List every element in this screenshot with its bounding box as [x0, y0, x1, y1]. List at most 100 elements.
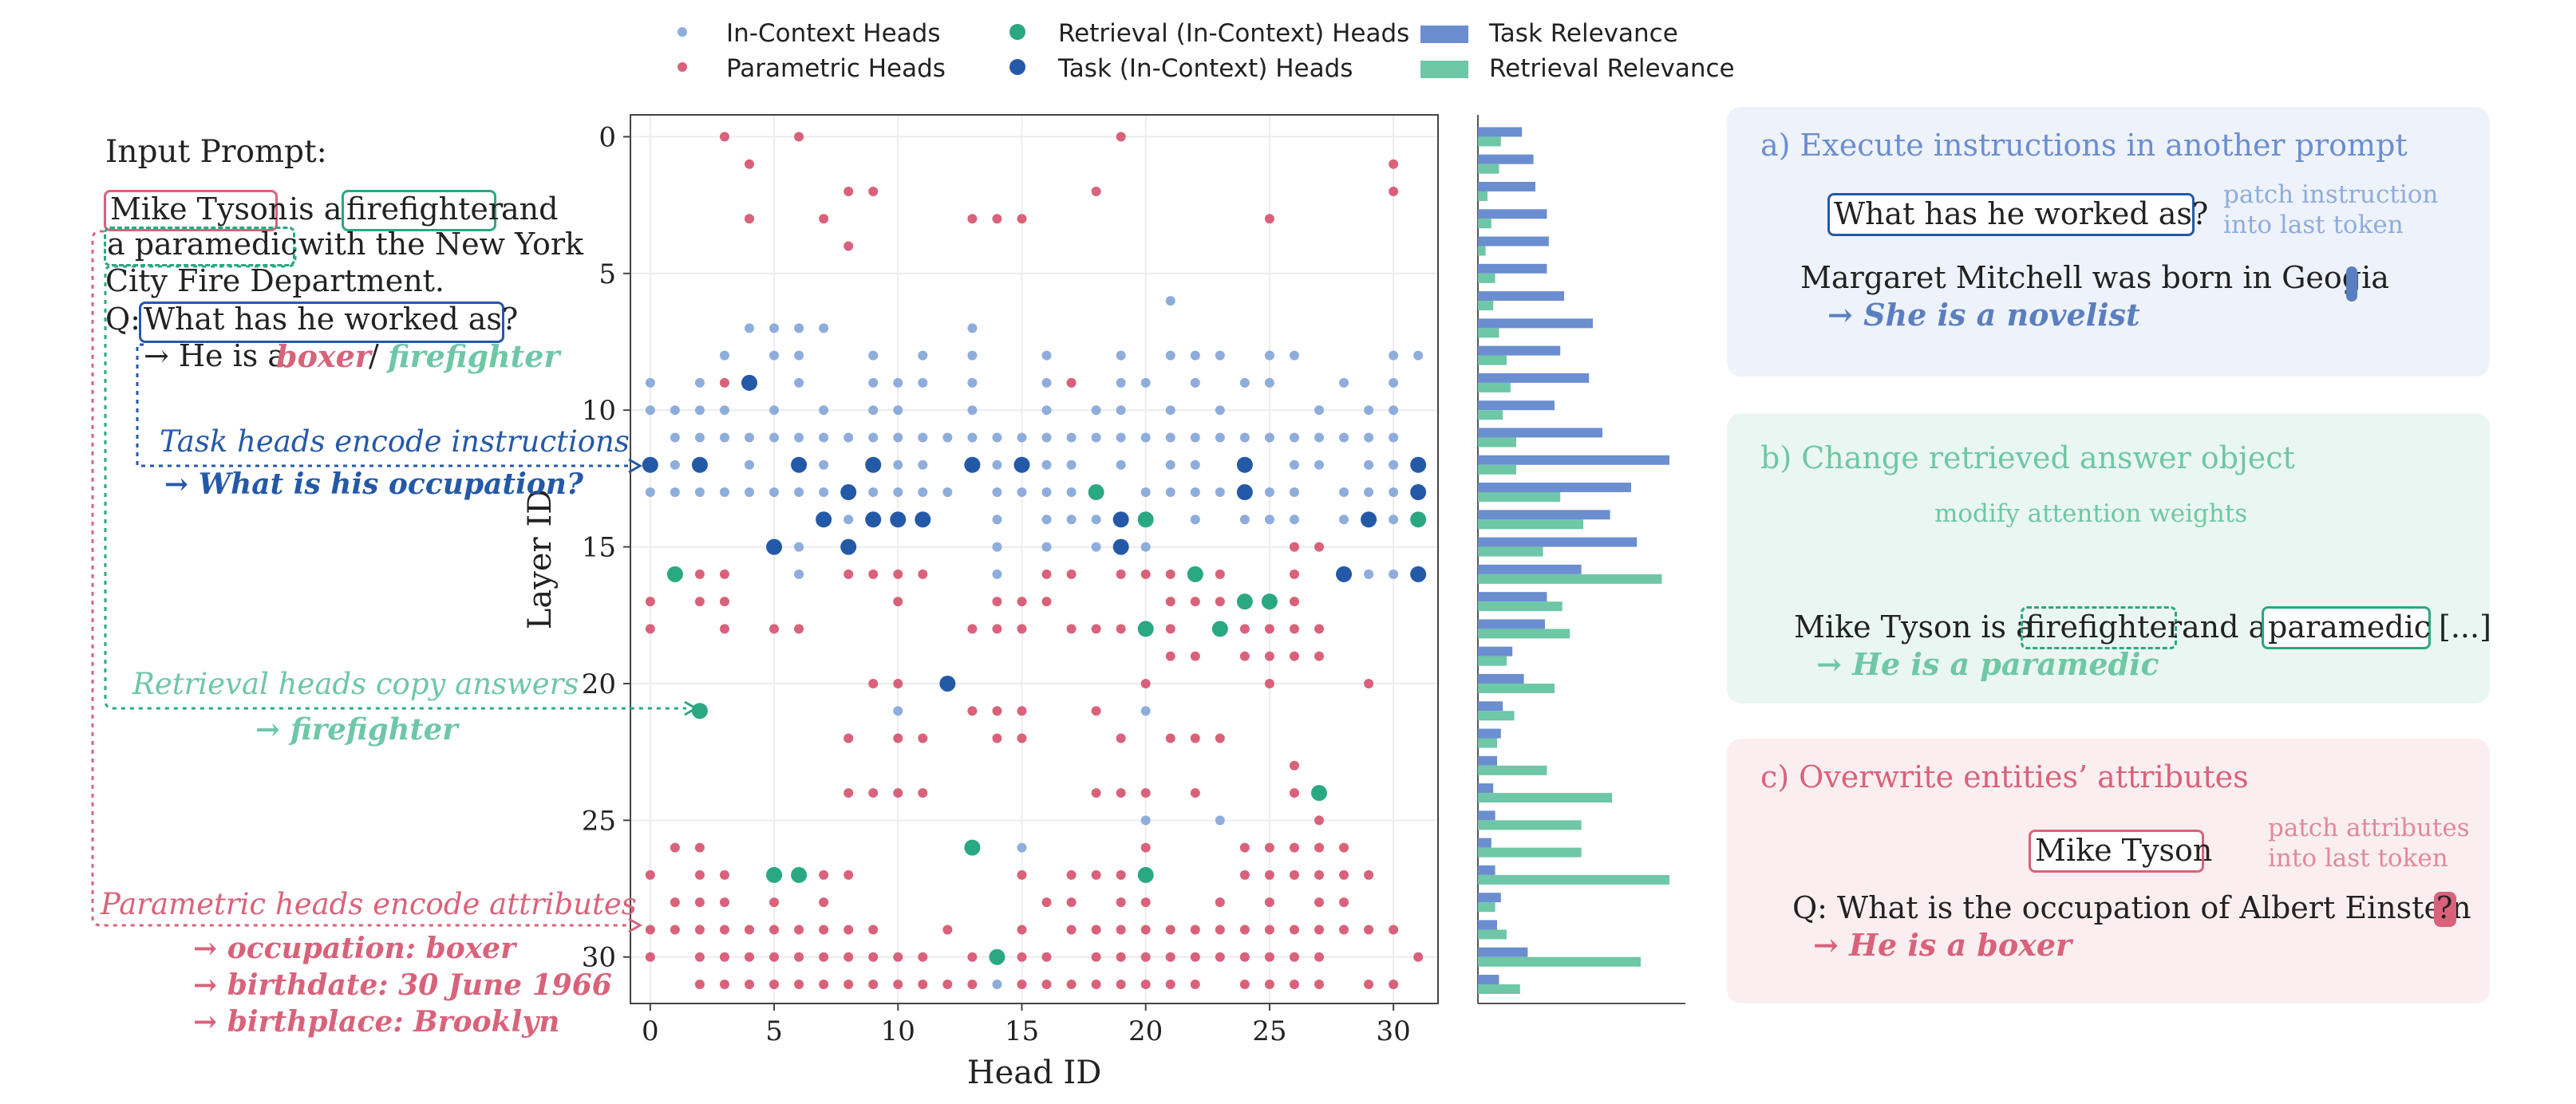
parametric-head-point [868, 569, 879, 579]
in-context-head-point [1264, 350, 1274, 361]
parametric-head-point [1264, 897, 1274, 908]
in-context-head-point [819, 405, 829, 416]
in-context-head-point [1389, 515, 1399, 525]
in-context-head-point [893, 706, 903, 716]
in-context-head-point [794, 432, 804, 443]
legend-task: Task (In-Context) Heads [1058, 54, 1353, 83]
parametric-head-point [1314, 542, 1324, 552]
task-relevance-bar [1478, 701, 1503, 712]
retrieval-relevance-bar [1478, 984, 1520, 995]
in-context-head-point [1339, 487, 1349, 498]
in-context-head-point [694, 377, 705, 388]
panel-b-answer: → He is a paramedic [1816, 646, 2159, 682]
parametric-head-point [967, 952, 978, 962]
in-context-head-point [1017, 432, 1027, 443]
in-context-head-point [967, 323, 978, 333]
parametric-head-point [1041, 897, 1052, 908]
parametric-head-point [1264, 624, 1274, 634]
parametric-head-point [1066, 980, 1077, 990]
task-relevance-bar [1478, 428, 1602, 438]
task-head-point [1013, 456, 1030, 473]
parametric-connector [91, 230, 630, 927]
prompt-with-ny: with the New York [298, 227, 584, 262]
task-heads-output: → What is his occupation? [164, 467, 584, 501]
panel-a-note-2: into last token [2223, 211, 2404, 239]
in-context-head-point [1264, 377, 1274, 388]
retrieval-relevance-bar [1478, 956, 1641, 967]
parametric-head-point [844, 925, 854, 935]
in-context-head-point [794, 569, 804, 579]
retrieval-head-point [1187, 566, 1203, 582]
x-tick-label: 20 [1128, 1015, 1163, 1047]
parametric-head-point [1264, 214, 1274, 224]
parametric-output-birthdate: → birthdate: 30 June 1966 [193, 968, 612, 1002]
in-context-head-point [694, 487, 705, 498]
task-head-point [1112, 538, 1129, 555]
parametric-head-point [1215, 569, 1225, 579]
prompt-mike-tyson: Mike Tyson [110, 191, 288, 227]
parametric-output-birthplace: → birthplace: Brooklyn [193, 1005, 560, 1039]
retrieval-relevance-bar [1478, 301, 1494, 311]
in-context-head-point [1364, 459, 1374, 470]
parametric-head-point [893, 980, 903, 990]
in-context-head-point [1339, 377, 1349, 388]
retrieval-relevance-bar [1478, 683, 1555, 693]
in-context-head-point [1389, 569, 1399, 579]
in-context-head-point [1041, 487, 1052, 498]
task-head-point [1361, 511, 1377, 528]
retrieval-head-point [1137, 621, 1154, 637]
parametric-head-point [918, 733, 928, 743]
parametric-head-point [719, 377, 729, 388]
parametric-head-point [1190, 788, 1200, 798]
in-context-head-point [1264, 432, 1274, 443]
parametric-head-point [1017, 597, 1027, 607]
in-context-head-point [769, 323, 780, 333]
parametric-head-point [1289, 952, 1299, 962]
in-context-head-point [1314, 459, 1324, 470]
parametric-head-point [1314, 925, 1324, 935]
parametric-head-point [694, 597, 705, 607]
parametric-head-point [967, 706, 978, 716]
in-context-head-point [819, 487, 829, 498]
parametric-head-point [1314, 980, 1324, 990]
x-axis-label: Head ID [967, 1055, 1102, 1091]
parametric-legend-marker [678, 62, 687, 72]
panel-c-question: Q: What is the occupation of Albert Eins… [1792, 890, 2471, 925]
parametric-head-point [1041, 569, 1052, 579]
firefighter-box [342, 190, 496, 231]
parametric-head-point [819, 925, 829, 935]
parametric-head-point [1091, 952, 1101, 962]
parametric-head-point [1017, 980, 1027, 990]
parametric-head-point [893, 733, 903, 743]
task-relevance-bar [1478, 728, 1501, 739]
in-context-head-point [670, 487, 680, 498]
in-context-head-point [1239, 515, 1250, 525]
parametric-head-point [1314, 842, 1324, 853]
retrieval-relevance-bar [1478, 164, 1499, 174]
retrieval-relevance-bar [1478, 656, 1507, 666]
task-head-point [1410, 566, 1427, 582]
parametric-head-point [1116, 952, 1126, 962]
task-head-point [939, 675, 956, 692]
parametric-head-point [1215, 925, 1225, 935]
parametric-head-point [1091, 706, 1101, 716]
in-context-head-point [1364, 432, 1374, 443]
parametric-head-point [868, 952, 879, 962]
parametric-head-point [1140, 980, 1151, 990]
in-context-head-point [918, 487, 928, 498]
retrieval-relevance-bar [1478, 219, 1491, 229]
in-context-head-point [1289, 459, 1299, 470]
parametric-head-point [1264, 869, 1274, 880]
task-relevance-bar [1478, 537, 1638, 547]
parametric-head-point [918, 569, 928, 579]
retrieval-relevance-bar [1478, 273, 1495, 283]
panel-a-question: What has he worked as? [1834, 196, 2209, 231]
parametric-head-point [868, 186, 879, 196]
task-head-point [1410, 456, 1427, 473]
plot-frame [630, 114, 1439, 1004]
task-head-point [865, 511, 882, 528]
parametric-head-point [1165, 569, 1175, 579]
task-relevance-bar [1478, 975, 1499, 985]
in-context-head-point [918, 459, 928, 470]
in-context-head-point [1389, 350, 1399, 361]
